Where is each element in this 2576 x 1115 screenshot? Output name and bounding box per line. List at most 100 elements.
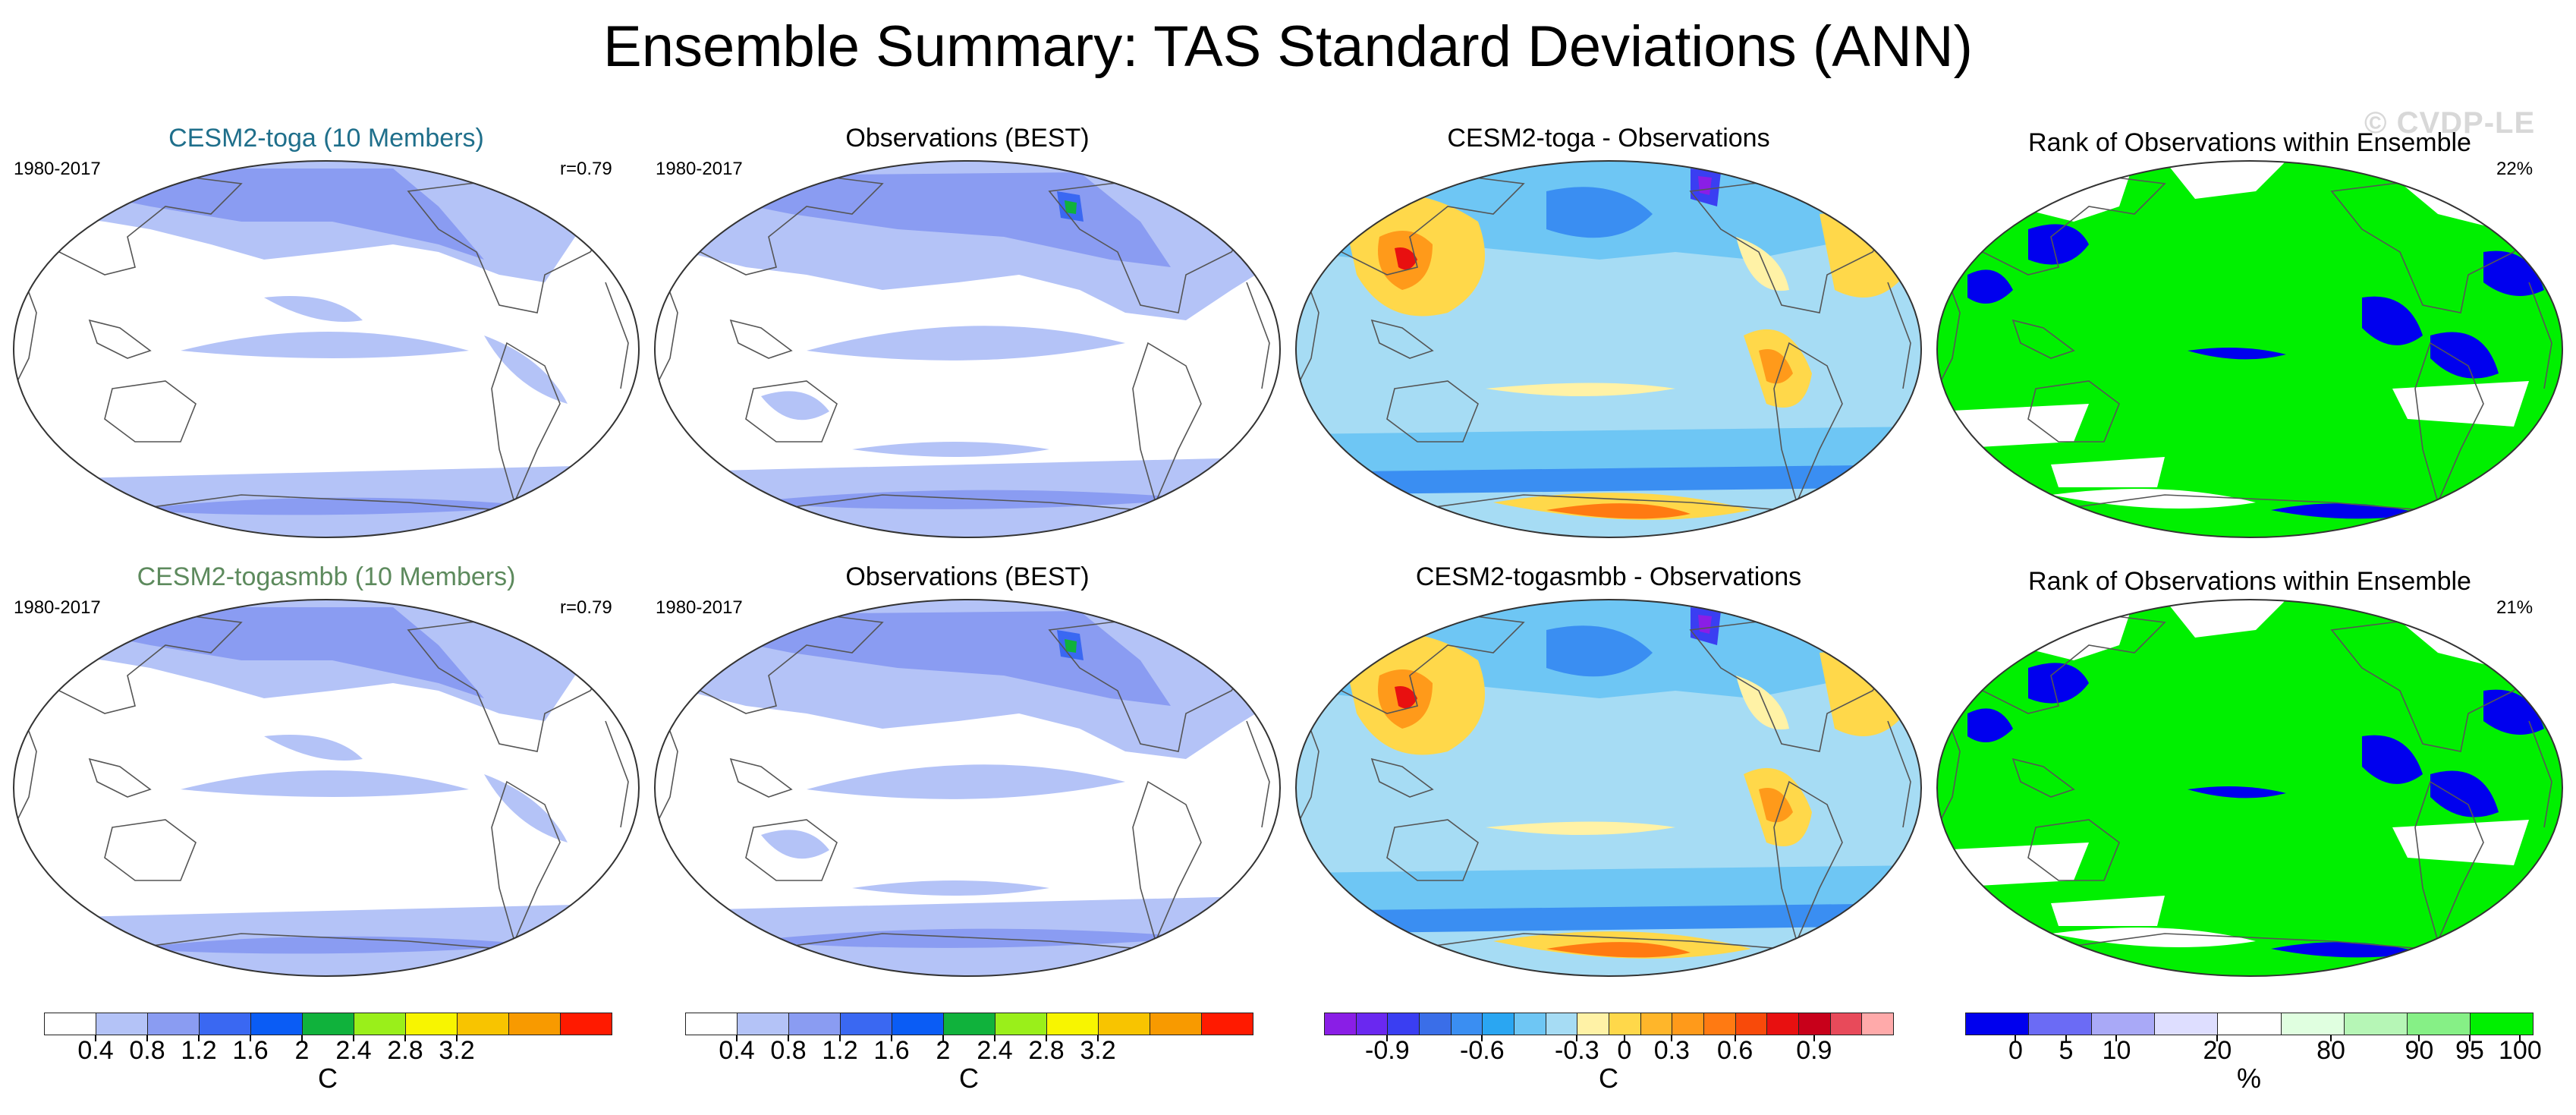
colorbar-tick-label: 100 [2499, 1036, 2542, 1065]
colorbar-cell [1324, 1013, 1357, 1035]
colorbar-std-model [44, 1013, 612, 1035]
panel-1-correlation: r=0.79 [560, 159, 612, 179]
colorbar-tick-label: -0.6 [1460, 1036, 1505, 1065]
colorbar-cell [1672, 1013, 1704, 1035]
colorbar-tick [353, 1035, 354, 1041]
colorbar-tick-label: 0.4 [719, 1036, 755, 1065]
panel-1-years: 1980-2017 [14, 159, 101, 179]
colorbar-cell [2154, 1013, 2219, 1035]
colorbar-tick [891, 1035, 892, 1041]
colorbar-tick-label: -0.3 [1555, 1036, 1599, 1065]
colorbar-cell [2028, 1013, 2093, 1035]
panel-4-title: Rank of Observations within Ensemble [2028, 128, 2471, 157]
colorbar-tick-label: 2.8 [387, 1036, 423, 1065]
colorbar-tick [456, 1035, 458, 1041]
colorbar-tick [839, 1035, 841, 1041]
colorbar-tick [1097, 1035, 1099, 1041]
colorbar-tick-label: 80 [2317, 1036, 2345, 1065]
colorbar-tick [198, 1035, 200, 1041]
colorbar-cell [405, 1013, 458, 1035]
colorbar-cell [1545, 1013, 1578, 1035]
colorbar-cell [508, 1013, 561, 1035]
map-panel-4 [1936, 160, 2563, 538]
colorbar-cell [737, 1013, 789, 1035]
colorbar-cell [1150, 1013, 1202, 1035]
colorbar-tick-label: 0.8 [129, 1036, 165, 1065]
colorbar-cell [2091, 1013, 2156, 1035]
colorbar-cell [1450, 1013, 1483, 1035]
colorbar-tick-label: 1.6 [873, 1036, 910, 1065]
colorbar-tick-label: 2 [294, 1036, 310, 1065]
colorbar-tick [2330, 1035, 2332, 1041]
panel-8-percent: 21% [2496, 597, 2534, 618]
colorbar-cell [1577, 1013, 1609, 1035]
watermark: © CVDP-LE [2364, 106, 2536, 140]
colorbar-tick [1481, 1035, 1483, 1041]
figure-title: Ensemble Summary: TAS Standard Deviation… [603, 14, 1973, 79]
colorbar-tick-label: 2 [936, 1036, 951, 1065]
colorbar-tick [994, 1035, 995, 1041]
colorbar-cell [840, 1013, 892, 1035]
panel-3-title: CESM2-toga - Observations [1447, 124, 1770, 153]
map-panel-5 [13, 599, 640, 977]
colorbar-cell [2217, 1013, 2282, 1035]
colorbar-cell [2343, 1013, 2408, 1035]
colorbar-cell [2469, 1013, 2534, 1035]
colorbar-cell [147, 1013, 200, 1035]
map-panel-6 [654, 599, 1281, 977]
colorbar-tick-label: 20 [2203, 1036, 2232, 1065]
colorbar-std-obs [685, 1013, 1253, 1035]
panel-2-title: Observations (BEST) [845, 124, 1090, 153]
colorbar-tick [1576, 1035, 1578, 1041]
colorbar-cell [1609, 1013, 1641, 1035]
colorbar-2-unit: C [959, 1063, 979, 1094]
colorbar-tick-label: 0.8 [770, 1036, 807, 1065]
colorbar-cell [2406, 1013, 2471, 1035]
panel-5-title: CESM2-togasmbb (10 Members) [137, 562, 516, 591]
colorbar-cell [1735, 1013, 1768, 1035]
colorbar-cell [1387, 1013, 1420, 1035]
colorbar-tick-label: 0.9 [1796, 1036, 1832, 1065]
colorbar-3-unit: C [1599, 1063, 1618, 1094]
colorbar-tick [1623, 1035, 1625, 1041]
colorbar-tick [2418, 1035, 2420, 1041]
colorbar-diff [1324, 1013, 1894, 1035]
panel-7-title: CESM2-togasmbb - Observations [1415, 562, 1802, 591]
colorbar-cell [1514, 1013, 1546, 1035]
colorbar-cell [685, 1013, 738, 1035]
map-panel-1 [13, 160, 640, 538]
colorbar-tick-label: 3.2 [1080, 1036, 1116, 1065]
colorbar-tick [146, 1035, 148, 1041]
colorbar-tick [2216, 1035, 2219, 1041]
colorbar-tick [2468, 1035, 2471, 1041]
colorbar-tick [250, 1035, 251, 1041]
colorbar-cell [1798, 1013, 1831, 1035]
colorbar-cell [560, 1013, 612, 1035]
colorbar-tick-label: 3.2 [439, 1036, 475, 1065]
colorbar-cell [1703, 1013, 1736, 1035]
colorbar-tick-label: 0 [2008, 1036, 2023, 1065]
colorbar-cell [457, 1013, 509, 1035]
colorbar-tick-label: 2.4 [335, 1036, 372, 1065]
panel-6-title: Observations (BEST) [845, 562, 1090, 591]
colorbar-cell [44, 1013, 96, 1035]
colorbar-cell [1640, 1013, 1673, 1035]
colorbar-cell [2280, 1013, 2345, 1035]
colorbar-tick [2065, 1035, 2067, 1041]
colorbar-cell [1355, 1013, 1389, 1035]
colorbar-cell [1965, 1013, 2030, 1035]
colorbar-cell [96, 1013, 148, 1035]
colorbar-cell [1046, 1013, 1099, 1035]
colorbar-tick [404, 1035, 406, 1041]
colorbar-cell [1766, 1013, 1799, 1035]
panel-2-years: 1980-2017 [656, 159, 743, 179]
map-panel-8 [1936, 599, 2563, 977]
colorbar-tick [1813, 1035, 1815, 1041]
colorbar-tick [2519, 1035, 2521, 1041]
colorbar-cell [1201, 1013, 1253, 1035]
colorbar-tick-label: 1.2 [822, 1036, 858, 1065]
colorbar-tick-label: 5 [2059, 1036, 2074, 1065]
panel-5-years: 1980-2017 [14, 597, 101, 618]
colorbar-tick [2015, 1035, 2017, 1041]
colorbar-tick [942, 1035, 944, 1041]
